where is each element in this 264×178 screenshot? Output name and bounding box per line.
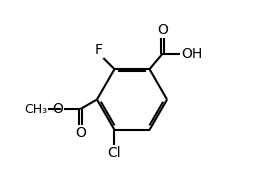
Text: F: F [95,43,102,57]
Text: O: O [157,23,168,36]
Text: O: O [75,126,86,140]
Text: OH: OH [181,47,202,61]
Text: O: O [53,102,64,116]
Text: Cl: Cl [108,146,121,160]
Text: CH₃: CH₃ [24,103,47,116]
